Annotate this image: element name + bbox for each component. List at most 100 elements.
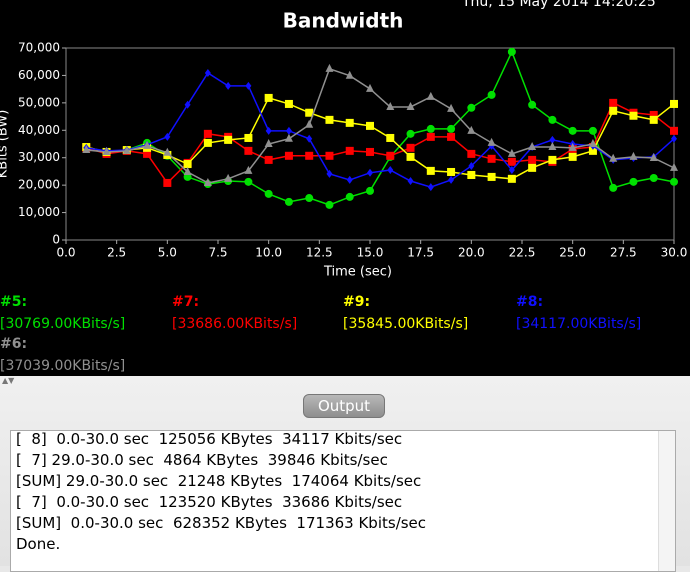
point — [549, 135, 556, 144]
point — [528, 155, 537, 164]
point — [82, 145, 91, 154]
point — [345, 70, 354, 79]
legend-value: [30769.00KBits/s] — [0, 316, 125, 332]
x-tick-label: 0.0 — [56, 246, 75, 260]
point — [305, 108, 314, 117]
x-tick-label: 27.5 — [610, 246, 637, 260]
point — [487, 154, 496, 163]
y-tick-label: 20,000 — [18, 178, 60, 192]
point — [265, 126, 272, 135]
x-axis-label: Time (sec) — [323, 265, 392, 280]
point — [225, 81, 232, 90]
y-tick-label: 50,000 — [18, 95, 60, 109]
output-panel: ▲▼ Output [ 8] 0.0-30.0 sec 125056 KByte… — [0, 376, 690, 572]
point — [244, 146, 253, 155]
series-line — [86, 71, 675, 188]
y-tick-label: 40,000 — [18, 123, 60, 137]
point — [487, 90, 496, 99]
point — [306, 134, 313, 143]
series-line — [86, 49, 675, 206]
legend-name: #6: — [0, 336, 27, 352]
point — [448, 175, 455, 184]
point — [284, 151, 293, 160]
point — [366, 83, 374, 92]
x-tick-label: 12.5 — [306, 246, 333, 260]
legend-name: #5: — [0, 294, 27, 310]
point — [649, 115, 658, 124]
split-arrows[interactable]: ▲▼ — [2, 376, 15, 385]
point — [406, 152, 415, 161]
point — [264, 155, 273, 164]
x-tick-label: 22.5 — [509, 246, 536, 260]
point — [386, 133, 395, 142]
y-tick-label: 60,000 — [18, 68, 60, 82]
legend-name: #7: — [172, 294, 199, 310]
point — [406, 143, 415, 152]
legend-value: [35845.00KBits/s] — [343, 316, 468, 332]
point — [366, 147, 374, 156]
point — [245, 81, 252, 90]
chart: Thu, 15 May 2014 14:20:25 Bandwidth Time… — [0, 0, 687, 374]
point — [367, 168, 373, 177]
point — [386, 101, 395, 110]
x-tick-label: 2.5 — [107, 246, 126, 260]
output-line: Done. — [16, 535, 61, 553]
point — [284, 99, 293, 108]
point — [487, 137, 496, 146]
point — [507, 47, 516, 56]
point — [467, 170, 476, 179]
point — [487, 172, 496, 181]
point — [325, 115, 334, 124]
point — [325, 151, 334, 160]
y-axis-label: KBits (BW) — [0, 110, 11, 179]
legend-name: #9: — [343, 294, 370, 310]
point — [508, 166, 515, 175]
point — [345, 118, 354, 127]
point — [244, 133, 253, 142]
point — [649, 152, 658, 161]
point — [203, 129, 212, 138]
point — [284, 133, 293, 142]
point — [204, 68, 211, 77]
point — [244, 165, 253, 174]
point — [670, 99, 678, 108]
point — [203, 177, 212, 186]
point — [326, 169, 333, 178]
output-title[interactable]: Output — [303, 394, 385, 418]
point — [588, 146, 597, 155]
x-tick-label: 20.0 — [458, 246, 485, 260]
point — [588, 126, 597, 135]
point — [163, 147, 172, 156]
series-line — [86, 97, 675, 180]
point — [305, 119, 314, 128]
point — [264, 189, 273, 198]
point — [629, 151, 638, 160]
point — [629, 111, 638, 120]
point — [548, 155, 557, 164]
point — [264, 93, 273, 102]
y-tick-label: 30,000 — [18, 150, 60, 164]
x-tick-label: 17.5 — [407, 246, 434, 260]
chart-title: Bandwidth — [283, 9, 404, 33]
output-line: [ 8] 0.0-30.0 sec 125056 KBytes 34117 Kb… — [16, 430, 403, 448]
point — [427, 183, 434, 192]
x-tick-label: 15.0 — [357, 246, 384, 260]
legend-value: [34117.00KBits/s] — [516, 316, 641, 332]
point — [629, 177, 638, 186]
y-tick-label: 70,000 — [18, 41, 60, 55]
output-line: [SUM] 0.0-30.0 sec 628352 KBytes 171363 … — [16, 514, 427, 532]
point — [284, 197, 293, 206]
point — [164, 132, 171, 141]
legend-value: [37039.00KBits/s] — [0, 358, 125, 374]
point — [426, 91, 435, 100]
point — [528, 142, 537, 151]
x-tick-label: 25.0 — [559, 246, 586, 260]
point — [285, 126, 292, 135]
point — [447, 124, 456, 133]
series-line — [86, 67, 675, 184]
point — [467, 103, 476, 112]
point — [528, 163, 537, 172]
point — [143, 149, 152, 158]
scrollbar[interactable] — [658, 431, 675, 571]
